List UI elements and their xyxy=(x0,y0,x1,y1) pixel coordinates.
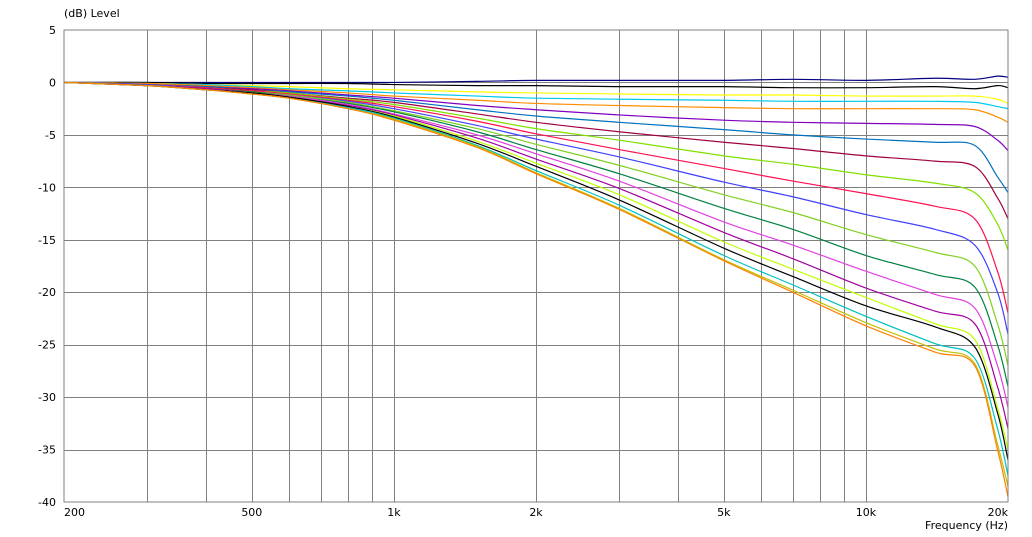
y-tick-label: -25 xyxy=(38,339,56,352)
series-line-10 xyxy=(63,81,1009,314)
y-tick-label: -15 xyxy=(38,234,56,247)
series-line-8 xyxy=(63,81,1009,220)
series-line-5 xyxy=(63,81,1009,123)
series-line-4 xyxy=(63,81,1009,110)
series-group xyxy=(63,75,1009,497)
x-tick-label: 5k xyxy=(717,506,731,519)
series-line-20 xyxy=(63,81,1009,497)
x-tick-label: 500 xyxy=(241,506,262,519)
y-tick-label: -20 xyxy=(38,286,56,299)
series-line-1 xyxy=(64,75,1009,84)
x-tick-label: 2k xyxy=(529,506,543,519)
y-tick-labels: 5 0 -5 -10 -15 -20 -25 -30 -35 -40 xyxy=(38,24,56,509)
y-tick-label: -40 xyxy=(38,496,56,509)
x-tick-label: 20k xyxy=(988,506,1009,519)
y-tick-label: 0 xyxy=(49,76,56,89)
series-line-2 xyxy=(63,81,1009,90)
x-tick-label: 200 xyxy=(64,506,85,519)
y-tick-label: -5 xyxy=(45,129,56,142)
series-line-3 xyxy=(63,81,1009,104)
y-tick-label: -10 xyxy=(38,181,56,194)
x-axis-title: Frequency (Hz) xyxy=(925,519,1008,532)
series-line-17 xyxy=(63,81,1009,461)
series-line-6 xyxy=(63,81,1009,152)
x-tick-label: 10k xyxy=(856,506,877,519)
y-tick-label: 5 xyxy=(49,24,56,37)
x-tick-label: 1k xyxy=(387,506,401,519)
plot-frame xyxy=(63,29,1009,503)
x-tick-labels: 200 500 1k 2k 5k 10k 20k xyxy=(64,506,1009,519)
y-tick-label: -30 xyxy=(38,391,56,404)
y-axis-title: (dB) Level xyxy=(64,7,120,20)
series-line-13 xyxy=(63,81,1009,387)
y-tick-label: -35 xyxy=(38,444,56,457)
